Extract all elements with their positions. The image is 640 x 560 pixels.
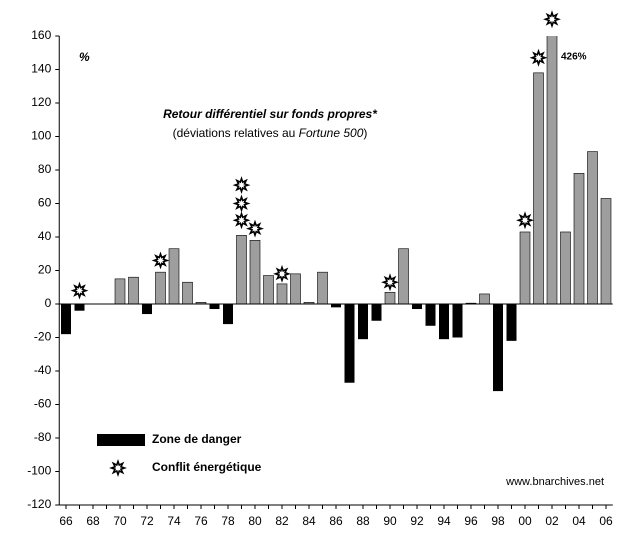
x-tick-label: 92 (410, 514, 424, 528)
bar (493, 304, 503, 392)
legend-label: Conflit énergétique (152, 460, 262, 474)
bar (371, 304, 382, 321)
chart-subtitle: (déviations relatives au Fortune 500) (173, 126, 368, 140)
conflict-marker (232, 211, 251, 230)
bar (560, 231, 571, 305)
x-tick-label: 04 (572, 514, 586, 528)
x-tick-label: 70 (113, 514, 127, 528)
bar (358, 304, 368, 340)
bar (452, 304, 463, 338)
y-tick-label: 60 (38, 196, 52, 210)
x-tick-label: 94 (437, 514, 451, 528)
y-tick-label: 20 (38, 263, 52, 277)
bar (290, 273, 301, 305)
y-tick-label: -80 (34, 430, 52, 444)
x-tick-label: 02 (545, 514, 559, 528)
bar (573, 173, 585, 305)
conflict-marker (232, 176, 251, 195)
x-tick-label: 06 (599, 514, 613, 528)
source: www.bnarchives.net (505, 476, 604, 488)
value-label: 426% (561, 52, 587, 63)
conflict-marker (151, 251, 170, 270)
conflict-marker (232, 194, 251, 213)
y-tick-label: 40 (38, 229, 52, 243)
bar (425, 304, 436, 326)
bar (114, 278, 126, 305)
unit-label: % (79, 50, 90, 64)
bar (384, 291, 396, 305)
bar (519, 231, 531, 305)
subtitle-part: Fortune 500 (299, 126, 364, 140)
bar (600, 198, 612, 305)
y-tick-label: -60 (34, 397, 52, 411)
bar (412, 304, 422, 310)
x-tick-label: 80 (248, 514, 262, 528)
bar (344, 304, 355, 383)
x-tick-label: 00 (518, 514, 532, 528)
bar (263, 275, 274, 305)
y-tick-label: 80 (38, 162, 52, 176)
bar (506, 304, 517, 341)
bar (168, 248, 180, 305)
y-tick-label: 100 (31, 129, 51, 143)
conflict-marker (516, 211, 534, 230)
bar (479, 293, 490, 305)
y-tick-label: 140 (31, 62, 51, 76)
subtitle-part: (déviations relatives au (173, 126, 299, 140)
bar (331, 304, 341, 308)
x-tick-label: 68 (86, 514, 100, 528)
x-tick-label: 76 (194, 514, 208, 528)
bar (249, 240, 261, 305)
bar (61, 304, 71, 335)
bar (398, 248, 409, 305)
bar (236, 235, 247, 305)
y-tick-label: 0 (45, 296, 52, 310)
x-tick-label: 66 (59, 514, 73, 528)
x-tick-label: 90 (383, 514, 397, 528)
bar (182, 281, 193, 305)
x-tick-label: 88 (356, 514, 370, 528)
y-tick-label: -40 (34, 363, 52, 377)
bar (142, 304, 152, 315)
conflict-marker (529, 48, 548, 67)
x-tick-label: 84 (302, 514, 316, 528)
x-tick-label: 72 (140, 514, 154, 528)
bar (439, 304, 449, 340)
x-tick-label: 82 (275, 514, 289, 528)
bar (209, 304, 220, 310)
x-tick-label: 74 (167, 514, 181, 528)
bar (546, 36, 558, 305)
legend-swatch (109, 459, 127, 477)
y-tick-label: -20 (34, 330, 52, 344)
value-label-bg (558, 49, 592, 65)
subtitle-part: ) (363, 126, 367, 140)
x-tick-label: 96 (464, 514, 478, 528)
conflict-marker (70, 281, 89, 300)
legend-label: Zone de danger (152, 432, 242, 446)
y-tick-label: 160 (31, 28, 51, 42)
bar (587, 151, 598, 305)
conflict-marker (543, 10, 561, 29)
bar (128, 276, 139, 305)
x-tick-label: 86 (329, 514, 343, 528)
bar (317, 271, 328, 305)
bar (223, 304, 233, 325)
bar (74, 304, 85, 311)
conflict-marker (273, 264, 291, 283)
x-tick-label: 78 (221, 514, 235, 528)
bar (155, 271, 166, 305)
bar (276, 283, 288, 305)
conflict-marker (246, 219, 264, 238)
bar (533, 72, 544, 305)
y-tick-label: -120 (27, 497, 51, 511)
y-tick-label: 120 (31, 95, 51, 109)
bars (61, 36, 612, 392)
chart-title: Retour différentiel sur fonds propres* (163, 107, 378, 121)
conflict-marker (381, 273, 399, 292)
x-tick-label: 98 (491, 514, 505, 528)
y-tick-label: -100 (27, 464, 51, 478)
legend-swatch (97, 434, 145, 446)
